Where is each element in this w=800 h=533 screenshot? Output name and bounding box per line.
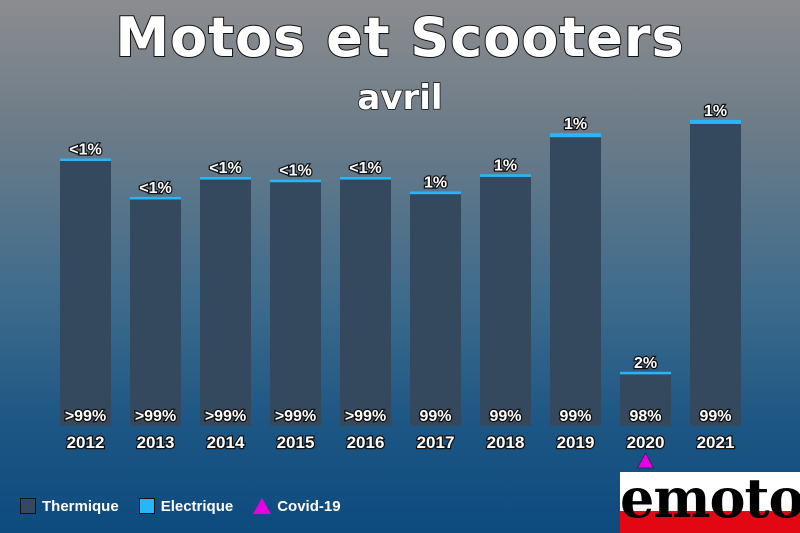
label-electrique-2017: 1% (424, 174, 447, 191)
label-thermique-2013: >99% (135, 408, 176, 425)
label-thermique-2015: >99% (275, 408, 316, 425)
bar-electrique-2017 (410, 191, 461, 195)
bar-electrique-2021 (690, 119, 741, 124)
bar-thermique-2014 (200, 179, 251, 426)
x-tick-2019: 2019 (557, 433, 595, 452)
label-electrique-2019: 1% (564, 116, 587, 133)
bar-electrique-2016 (340, 177, 391, 180)
x-tick-2018: 2018 (487, 433, 525, 452)
emoto-logo: emoto (620, 472, 800, 533)
bar-electrique-2018 (480, 174, 531, 177)
bar-electrique-2020 (620, 371, 671, 375)
bar-thermique-2012 (60, 161, 111, 426)
bar-electrique-2012 (60, 158, 111, 161)
bar-thermique-2021 (690, 123, 741, 427)
legend-item-electrique: Electrique (138, 497, 234, 515)
covid-triangle-icon (253, 498, 272, 514)
thermique-swatch (20, 498, 36, 514)
bar-thermique-2013 (130, 199, 181, 426)
bar-thermique-2020 (620, 374, 671, 426)
label-electrique-2021: 1% (704, 103, 727, 120)
x-tick-2013: 2013 (137, 433, 175, 452)
label-thermique-2018: 99% (489, 408, 521, 425)
label-thermique-2021: 99% (699, 408, 731, 425)
bar-thermique-2019 (550, 137, 601, 426)
label-electrique-2018: 1% (494, 157, 517, 174)
label-thermique-2017: 99% (419, 408, 451, 425)
legend-label-covid: Covid-19 (277, 497, 341, 515)
bar-thermique-2017 (410, 194, 461, 426)
x-tick-2016: 2016 (347, 433, 385, 452)
x-tick-2012: 2012 (67, 433, 105, 452)
bar-electrique-2019 (550, 133, 601, 138)
label-thermique-2012: >99% (65, 408, 106, 425)
bar-electrique-2015 (270, 179, 321, 183)
x-tick-2021: 2021 (697, 433, 735, 452)
chart-subtitle: avril (357, 77, 444, 119)
covid-marker-2020 (637, 452, 654, 469)
bar-thermique-2015 (270, 182, 321, 426)
x-tick-2015: 2015 (277, 433, 315, 452)
label-electrique-2013: <1% (139, 180, 171, 197)
legend-label-thermique: Thermique (42, 497, 119, 515)
label-thermique-2014: >99% (205, 408, 246, 425)
legend-item-thermique: Thermique (20, 498, 119, 515)
label-thermique-2016: >99% (345, 408, 386, 425)
bar-thermique-2016 (340, 179, 391, 426)
label-electrique-2016: <1% (349, 160, 381, 177)
label-thermique-2019: 99% (559, 408, 591, 425)
logo-red-band (620, 511, 800, 533)
legend-item-covid: Covid-19 (253, 497, 341, 515)
label-electrique-2015: <1% (279, 163, 311, 180)
logo-text: emoto (620, 472, 800, 530)
x-tick-2017: 2017 (417, 433, 455, 452)
label-electrique-2014: <1% (209, 160, 241, 177)
legend-label-electrique: Electrique (160, 497, 234, 515)
bar-thermique-2018 (480, 176, 531, 426)
x-tick-2020: 2020 (627, 433, 665, 452)
x-tick-2014: 2014 (207, 433, 245, 452)
label-thermique-2020: 98% (629, 408, 661, 425)
electrique-swatch (138, 498, 155, 514)
bar-electrique-2014 (200, 177, 251, 180)
label-electrique-2020: 2% (634, 355, 657, 372)
bar-electrique-2013 (130, 196, 181, 200)
legend: Thermique Electrique Covid-19 (20, 495, 361, 517)
label-electrique-2012: <1% (69, 142, 101, 159)
chart-title: Motos et Scooters (114, 5, 685, 70)
